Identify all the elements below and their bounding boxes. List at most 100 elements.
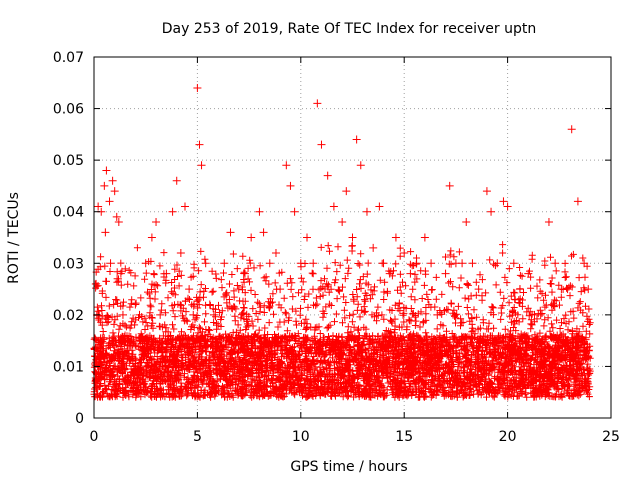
data-point [135,310,144,319]
data-point [503,202,512,211]
data-point [385,269,394,278]
data-point [433,310,442,319]
data-point [441,269,450,278]
data-point [201,259,210,268]
data-point [375,202,384,211]
data-point [356,161,365,170]
data-point [400,248,409,257]
data-point [584,285,593,294]
y-tick-label: 0.04 [53,205,84,221]
data-point [102,166,111,175]
x-tick-label: 20 [499,429,517,445]
data-point [94,202,103,211]
data-point [180,202,189,211]
data-point [352,135,361,144]
data-point [105,197,114,206]
data-point [482,187,491,196]
data-point [509,259,518,268]
data-point [265,259,274,268]
data-point [420,233,429,242]
data-point [247,233,256,242]
data-point [220,259,229,268]
x-tick-labels: 0 5 10 15 20 25 [90,429,620,445]
data-point [412,259,421,268]
data-point [474,285,483,294]
data-point [276,285,285,294]
x-tick-label: 5 [193,429,202,445]
data-point [391,233,400,242]
data-point [226,228,235,237]
data-point [338,218,347,227]
data-point [193,83,202,92]
data-point [96,336,105,345]
data-point [125,341,134,350]
y-tick-label: 0 [75,411,84,427]
data-point [567,125,576,134]
data-point [516,285,525,294]
data-point [348,233,357,242]
data-point [487,207,496,216]
data-point [100,181,109,190]
data-point [445,181,454,190]
data-point [118,310,127,319]
data-point [110,187,119,196]
data-point [152,218,161,227]
data-point [176,248,185,257]
y-axis-label: ROTI / TECUs [6,192,22,284]
data-point [127,321,136,330]
data-point [255,207,264,216]
y-tick-label: 0.01 [53,359,84,375]
data-point [172,176,181,185]
y-tick-label: 0.02 [53,308,84,324]
x-tick-label: 0 [90,429,99,445]
data-point [362,207,371,216]
data-point [406,269,415,278]
data-point [91,352,100,361]
plot-frame [93,56,612,419]
y-tick-labels: 0 0.01 0.02 0.03 0.04 0.05 0.06 0.07 [53,50,84,427]
data-point [573,197,582,206]
data-point [524,269,533,278]
data-point [185,285,194,294]
data-point [499,197,508,206]
data-point [168,207,177,216]
data-point [240,269,249,278]
data-point [114,218,123,227]
data-point [214,321,223,330]
data-point [106,259,115,268]
data-point [536,310,545,319]
x-tick-label: 10 [292,429,310,445]
data-point [92,279,101,288]
data-point [104,341,113,350]
data-point [493,259,502,268]
chart-title: Day 253 of 2019, Rate Of TEC Index for r… [162,21,537,37]
data-point [544,218,553,227]
data-point [98,321,107,330]
data-point [468,259,477,268]
data-point [296,259,305,268]
axis-ticks [93,56,612,419]
data-point [427,259,436,268]
x-tick-label: 25 [602,429,620,445]
background-noise-points [90,241,594,401]
data-point [112,212,121,221]
data-point [108,176,117,185]
data-point [379,259,388,268]
data-point [563,285,572,294]
dense-point-cloud [90,241,594,401]
data-point [551,259,560,268]
data-point [317,140,326,149]
data-point [271,248,280,257]
data-point [109,300,118,309]
data-point [195,140,204,149]
y-tick-label: 0.07 [53,50,84,66]
data-point [197,161,206,170]
data-point [458,259,467,268]
x-axis-label: GPS time / hours [290,459,407,475]
data-point [147,233,156,242]
data-point [162,269,171,278]
data-point [141,259,150,268]
data-point [329,202,338,211]
data-point [462,218,471,227]
